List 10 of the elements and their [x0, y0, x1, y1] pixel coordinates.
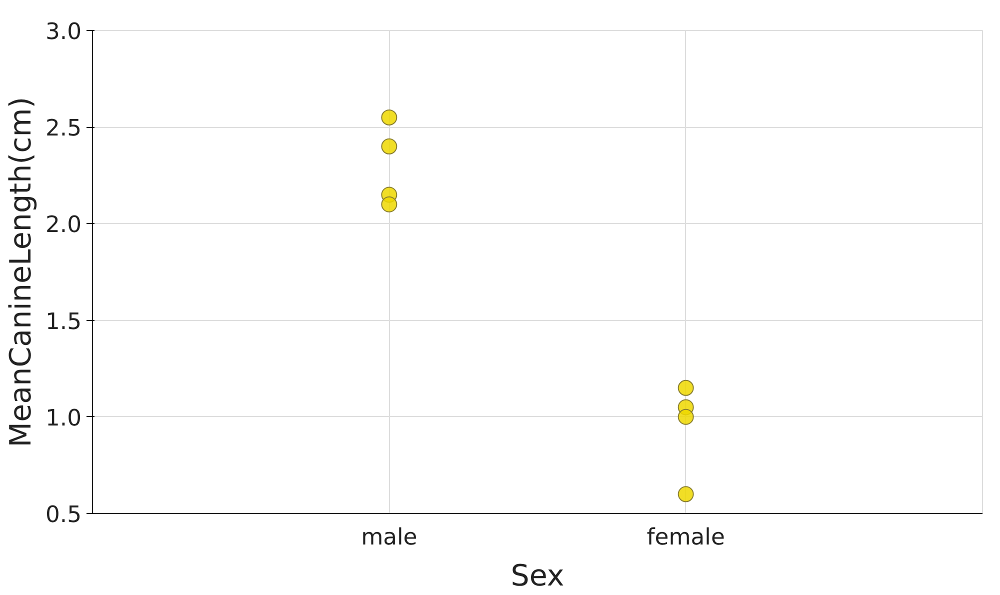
y-tick-label: 2.5 — [45, 116, 82, 142]
x-tick-label: male — [361, 524, 418, 550]
y-tick-label: 3.0 — [45, 19, 82, 45]
x-axis-title: Sex — [510, 558, 564, 592]
y-tick-label: 2.0 — [45, 212, 82, 238]
y-axis-title: MeanCanineLength(cm) — [3, 96, 38, 448]
y-tick-label: 0.5 — [45, 502, 82, 528]
y-tick-label: 1.0 — [45, 405, 82, 432]
y-tick-label: 1.5 — [45, 308, 82, 335]
x-tick-label: female — [646, 524, 725, 550]
